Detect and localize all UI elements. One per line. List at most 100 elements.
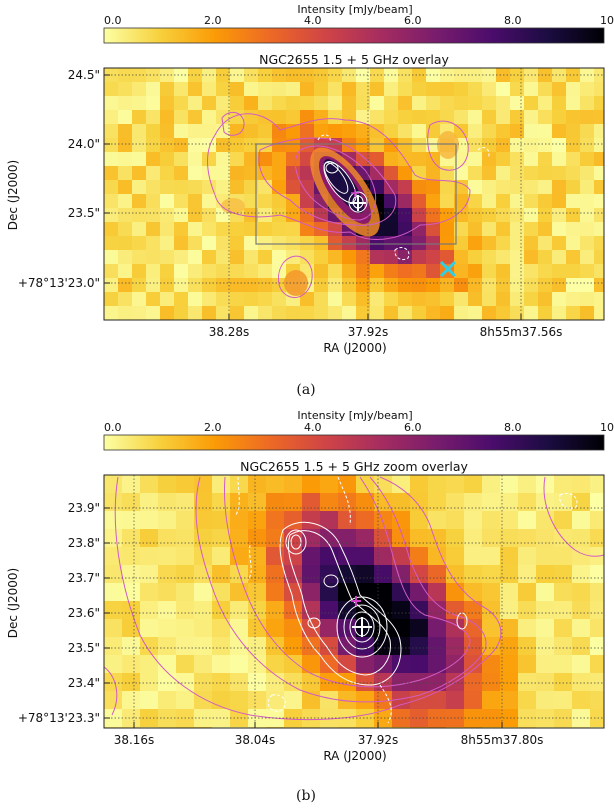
y-tick-label: 23.5": [68, 641, 100, 655]
heatmap-pixel: [118, 110, 133, 125]
contour: [223, 476, 471, 688]
heatmap-pixel: [356, 709, 375, 728]
heatmap-pixel: [194, 655, 213, 674]
contour: [337, 476, 351, 526]
heatmap-pixel: [538, 292, 553, 307]
heatmap-pixel: [510, 166, 525, 181]
heatmap-pixel: [454, 278, 469, 293]
contour: [247, 544, 252, 581]
heatmap-pixel: [212, 565, 231, 584]
heatmap-pixel: [356, 138, 371, 153]
heatmap-pixel: [122, 583, 141, 602]
heatmap-pixel: [468, 236, 483, 251]
heatmap-pixel: [356, 511, 375, 530]
heatmap-pixel: [496, 110, 511, 125]
heatmap-pixel: [132, 222, 147, 237]
heatmap-pixel: [194, 547, 213, 566]
heatmap-pixel: [552, 208, 567, 223]
heatmap-pixel: [538, 222, 553, 237]
heatmap-pixel: [510, 194, 525, 209]
heatmap-pixel: [230, 655, 249, 674]
heatmap-pixel: [464, 493, 483, 512]
heatmap-pixel: [426, 166, 441, 181]
heatmap-pixel: [314, 278, 329, 293]
heatmap-pixel: [464, 583, 483, 602]
heatmap-pixel: [194, 511, 213, 530]
heatmap-pixel: [342, 250, 357, 265]
heatmap-pixel: [212, 619, 231, 638]
heatmap-pixel: [174, 292, 189, 307]
heatmap-pixel: [538, 82, 553, 97]
heatmap-pixel: [300, 236, 315, 251]
heatmap-pixel: [160, 96, 175, 111]
heatmap-pixel: [500, 637, 519, 656]
heatmap-pixel: [590, 529, 604, 548]
heatmap-pixel: [328, 292, 343, 307]
heatmap-pixel: [398, 82, 413, 97]
heatmap-pixel: [258, 166, 273, 181]
heatmap-pixel: [412, 110, 427, 125]
x-tick-label: 37.92s: [358, 733, 399, 747]
heatmap-pixel: [272, 152, 287, 167]
heatmap-pixel: [146, 152, 161, 167]
heatmap-pixel: [216, 236, 231, 251]
heatmap-pixel: [202, 278, 217, 293]
heatmap-pixel: [314, 236, 329, 251]
heatmap-pixel: [302, 583, 321, 602]
heatmap-pixel: [174, 124, 189, 139]
heatmap-pixel: [286, 96, 301, 111]
heatmap-pixel: [146, 264, 161, 279]
heatmap-pixel: [446, 655, 465, 674]
heatmap-pixel: [174, 250, 189, 265]
heatmap-pixel: [104, 637, 123, 656]
colorbar-tick: 6.0: [404, 421, 422, 434]
heatmap-pixel: [590, 691, 604, 710]
contour: [323, 161, 357, 203]
heatmap-pixel: [410, 673, 429, 692]
heatmap-pixel: [454, 264, 469, 279]
heatmap-pixel: [464, 709, 483, 728]
heatmap-pixel: [554, 565, 573, 584]
heatmap-pixel: [244, 166, 259, 181]
heatmap-pixel: [146, 180, 161, 195]
heatmap-pixel: [594, 222, 604, 237]
heatmap-pixel: [284, 727, 303, 728]
heatmap-pixel: [202, 236, 217, 251]
heatmap-pixel: [160, 180, 175, 195]
heatmap-pixel: [302, 727, 321, 728]
heatmap-pixel: [566, 250, 581, 265]
heatmap-pixel: [302, 673, 321, 692]
heatmap-pixel: [446, 619, 465, 638]
heatmap-pixel: [510, 292, 525, 307]
heatmap-pixel: [412, 236, 427, 251]
heatmap-pixel: [132, 306, 147, 320]
heatmap-pixel: [314, 124, 329, 139]
heatmap-pixel: [428, 691, 447, 710]
heatmap-pixel: [440, 166, 455, 181]
heatmap-pixel: [248, 583, 267, 602]
heatmap-pixel: [320, 673, 339, 692]
heatmap-pixel: [104, 110, 119, 125]
heatmap-pixel: [230, 236, 245, 251]
heatmap-pixel: [286, 152, 301, 167]
heatmap-pixel: [132, 278, 147, 293]
heatmap-pixel: [266, 673, 285, 692]
contour: [379, 684, 392, 724]
heatmap-pixel: [286, 222, 301, 237]
heatmap-pixel: [482, 138, 497, 153]
heatmap-pixel: [594, 236, 604, 251]
heatmap-pixel: [496, 166, 511, 181]
heatmap-pixel: [284, 691, 303, 710]
heatmap-pixel: [384, 264, 399, 279]
heatmap-pixel: [566, 152, 581, 167]
heatmap-pixel: [174, 208, 189, 223]
heatmap-pixel: [370, 82, 385, 97]
heatmap-pixel: [118, 306, 133, 320]
heatmap-pixel: [518, 655, 537, 674]
heatmap-pixel: [212, 493, 231, 512]
heatmap-pixel: [300, 96, 315, 111]
heatmap-pixel: [338, 709, 357, 728]
heatmap-pixel: [104, 124, 119, 139]
heatmap-pixel: [426, 194, 441, 209]
heatmap-pixel: [248, 637, 267, 656]
